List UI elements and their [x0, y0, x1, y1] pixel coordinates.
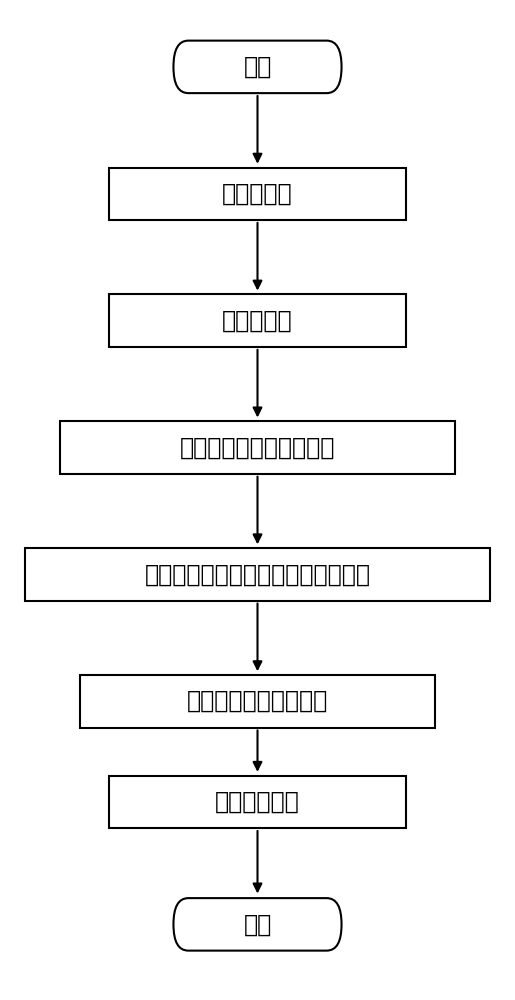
- Bar: [109, 168, 406, 220]
- Text: 计算数据集的协方差矩阵: 计算数据集的协方差矩阵: [180, 436, 335, 460]
- Text: 计算每个特征的贡献率: 计算每个特征的贡献率: [187, 689, 328, 713]
- Text: 计算协方差矩阵的特征值和特征矩阵: 计算协方差矩阵的特征值和特征矩阵: [145, 562, 370, 586]
- Text: 开始: 开始: [244, 55, 271, 79]
- Text: 构建数据集: 构建数据集: [222, 182, 293, 206]
- Text: 结束: 结束: [244, 912, 271, 936]
- Bar: [25, 548, 490, 601]
- Text: 选择主要特征: 选择主要特征: [215, 790, 300, 814]
- Bar: [79, 675, 436, 728]
- FancyBboxPatch shape: [174, 41, 341, 93]
- Text: 标准化处理: 标准化处理: [222, 309, 293, 333]
- Bar: [109, 776, 406, 828]
- Bar: [60, 421, 455, 474]
- Bar: [109, 294, 406, 347]
- FancyBboxPatch shape: [174, 898, 341, 951]
